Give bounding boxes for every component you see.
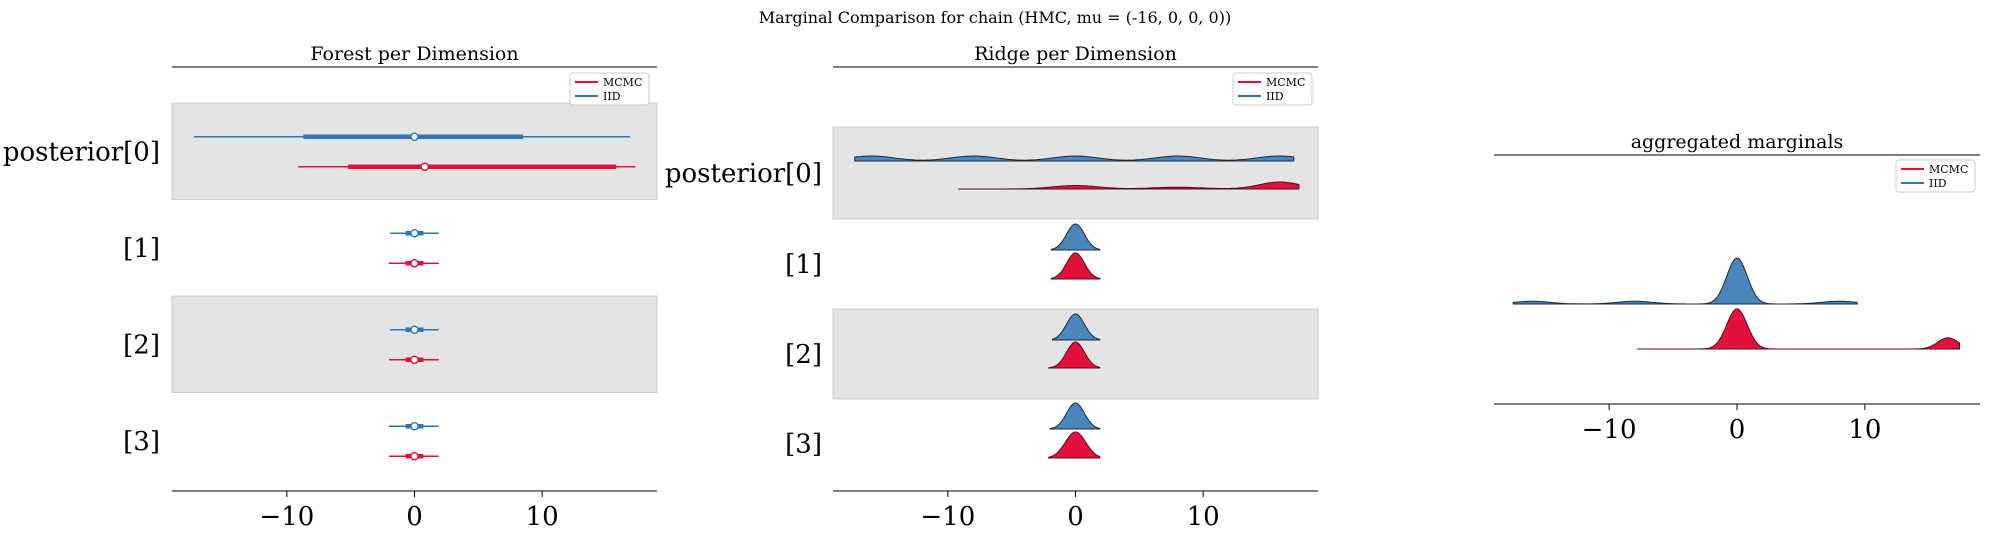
legend-label-iid: IID	[1929, 177, 1947, 190]
point-estimate-mcmc	[410, 258, 419, 268]
y-tick-label: [3]	[785, 430, 822, 460]
y-tick-label: posterior[0]	[3, 137, 160, 167]
x-tick-label-aggregated: −10	[1582, 415, 1637, 445]
figure-suptitle: Marginal Comparison for chain (HMC, mu =…	[759, 8, 1231, 27]
ridge-iid	[1049, 402, 1101, 430]
ridge-iid	[1512, 257, 1858, 305]
y-tick-label: [2]	[785, 340, 822, 370]
legend-label-iid: IID	[1266, 90, 1284, 103]
point-estimate-mcmc	[410, 451, 419, 461]
ridge-mcmc	[1050, 252, 1101, 280]
panel-title-ridge: Ridge per Dimension	[974, 43, 1177, 65]
ridge-iid	[854, 155, 1295, 162]
point-estimate-mcmc	[410, 355, 419, 365]
point-estimate-iid	[410, 132, 419, 142]
ridge-mcmc	[1048, 431, 1101, 459]
panel-title-forest: Forest per Dimension	[310, 43, 518, 65]
x-tick-label-aggregated: 0	[1729, 415, 1746, 445]
y-tick-label: [1]	[785, 250, 822, 280]
point-estimate-mcmc	[420, 162, 430, 172]
ridge-iid	[1052, 313, 1101, 341]
x-tick-label-forest: −10	[259, 502, 314, 532]
x-tick-label-forest: 0	[406, 502, 423, 532]
legend-label-mcmc: MCMC	[603, 76, 642, 89]
ridge-iid	[1050, 223, 1101, 251]
ridge-mcmc	[958, 181, 1300, 190]
point-estimate-iid	[410, 421, 419, 431]
panel-title-aggregated: aggregated marginals	[1631, 131, 1844, 153]
panels: Forest per Dimension posterior[0] [1] [2] [3…	[3, 43, 1980, 532]
x-tick-label-ridge: 10	[1187, 502, 1220, 532]
point-estimate-iid	[410, 325, 419, 335]
y-tick-label: [1]	[123, 234, 160, 264]
legend-label-iid: IID	[603, 90, 621, 103]
legend-label-mcmc: MCMC	[1266, 76, 1305, 89]
ridge-mcmc	[1048, 341, 1101, 369]
row-band	[832, 126, 1319, 220]
point-estimate-iid	[410, 228, 419, 238]
x-tick-label-forest: 10	[526, 502, 559, 532]
y-tick-label: posterior[0]	[665, 159, 822, 189]
x-tick-label-ridge: −10	[920, 502, 975, 532]
y-tick-label: [3]	[123, 427, 160, 457]
row-band	[171, 102, 658, 200]
row-band	[171, 295, 658, 393]
ridge-mcmc	[1637, 308, 1960, 350]
x-tick-label-aggregated: 10	[1848, 415, 1881, 445]
x-tick-label-ridge: 0	[1067, 502, 1084, 532]
legend-label-mcmc: MCMC	[1929, 163, 1968, 176]
y-tick-label: [2]	[123, 330, 160, 360]
